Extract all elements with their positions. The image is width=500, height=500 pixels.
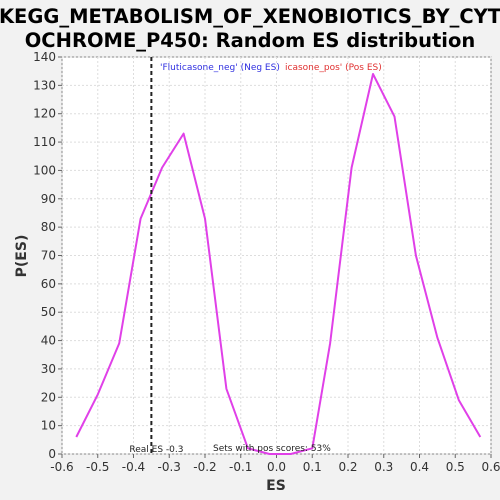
y-tick-label: 10 <box>41 419 56 433</box>
y-tick-label: 80 <box>41 220 56 234</box>
y-tick-label: 90 <box>41 192 56 206</box>
legend-neg-label: 'Fluticasone_neg' (Neg ES) <box>160 63 280 73</box>
x-tick-label: 0.0 <box>267 460 286 474</box>
chart-title-line-1: KEGG_METABOLISM_OF_XENOBIOTICS_BY_CYT <box>0 5 500 28</box>
y-tick-label: 70 <box>41 249 56 263</box>
y-tick-label: 0 <box>48 447 56 461</box>
x-tick-label: -0.4 <box>122 460 145 474</box>
x-tick-label: 0.2 <box>338 460 357 474</box>
x-tick-label: -0.3 <box>158 460 181 474</box>
annotations: Real ES -0.3 Sets with pos scores: 53% 'Fl… <box>129 57 382 455</box>
x-tick-label: 0.5 <box>446 460 465 474</box>
y-tick-label: 120 <box>33 107 56 121</box>
y-tick-label: 130 <box>33 78 56 92</box>
x-tick-label: -0.2 <box>193 460 216 474</box>
x-tick-label: -0.6 <box>50 460 73 474</box>
y-tick-label: 20 <box>41 390 56 404</box>
chart-title-line-2: OCHROME_P450: Random ES distribution <box>25 29 476 52</box>
x-tick-label: 0.1 <box>303 460 322 474</box>
series-group <box>75 73 482 455</box>
y-tick-label: 60 <box>41 277 56 291</box>
x-axis-label: ES <box>266 478 286 494</box>
y-tick-label: 40 <box>41 334 56 348</box>
x-tick-label: 0.4 <box>410 460 429 474</box>
series-line-1 <box>75 73 482 455</box>
legend-pos-label: icasone_pos' (Pos ES) <box>285 63 382 73</box>
axes: 0 10 20 30 40 50 60 70 80 90 100 110 120 130 140 -0.6 -0… <box>33 50 500 474</box>
y-tick-label: 110 <box>33 135 56 149</box>
x-tick-label: -0.5 <box>86 460 109 474</box>
x-tick-label: -0.1 <box>229 460 252 474</box>
y-tick-label: 50 <box>41 305 56 319</box>
x-tick-label: 0.3 <box>374 460 393 474</box>
y-tick-label: 140 <box>33 50 56 64</box>
y-tick-label: 100 <box>33 163 56 177</box>
real-es-label: Real ES -0.3 <box>129 445 183 455</box>
y-axis-label: P(ES) <box>14 235 30 278</box>
pos-scores-label: Sets with pos scores: 53% <box>213 444 331 454</box>
y-tick-label: 30 <box>41 362 56 376</box>
x-tick-label: 0.6 <box>481 460 500 474</box>
